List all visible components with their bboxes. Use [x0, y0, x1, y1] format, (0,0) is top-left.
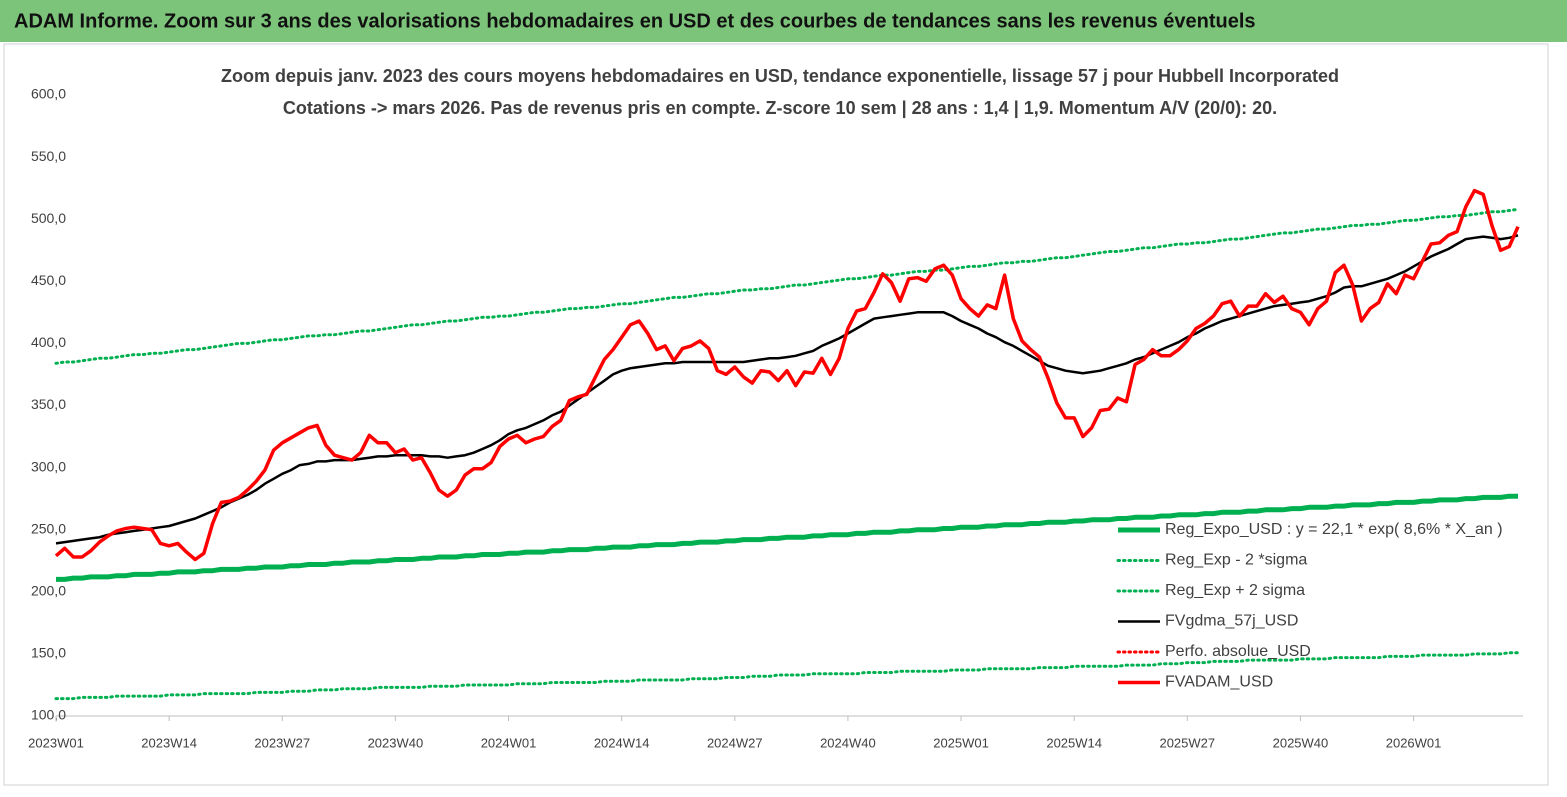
- legend-label: Reg_Exp + 2 sigma: [1165, 582, 1305, 599]
- x-tick-label: 2025W01: [933, 735, 989, 750]
- x-tick-label: 2024W27: [707, 735, 763, 750]
- series-line: [55, 234, 1519, 545]
- x-tick-label: 2023W01: [28, 735, 84, 750]
- y-tick-label: 250,0: [31, 520, 66, 536]
- y-tick-label: 600,0: [31, 86, 66, 102]
- series-line: [54, 207, 1520, 365]
- header-bar: [0, 0, 1567, 42]
- legend-label: FVADAM_USD: [1165, 674, 1273, 691]
- chart-title: ADAM Informe. Zoom sur 3 ans des valoris…: [14, 10, 1256, 32]
- y-tick-label: 350,0: [31, 396, 66, 412]
- x-tick-label: 2025W14: [1046, 735, 1102, 750]
- y-tick-label: 100,0: [31, 707, 66, 723]
- chart-subtitle: Cotations -> mars 2026. Pas de revenus p…: [283, 98, 1277, 118]
- y-tick-label: 200,0: [31, 583, 66, 599]
- x-tick-label: 2024W14: [594, 735, 650, 750]
- y-tick-label: 300,0: [31, 458, 66, 474]
- y-tick-label: 500,0: [31, 210, 66, 226]
- legend-label: FVgdma_57j_USD: [1165, 613, 1298, 630]
- legend-label: Reg_Expo_USD : y = 22,1 * exp( 8,6% * X_…: [1165, 521, 1503, 538]
- legend-label: Perfo. absolue_USD: [1165, 643, 1311, 660]
- series-line: [54, 651, 1520, 701]
- x-tick-label: 2024W40: [820, 735, 876, 750]
- x-tick-label: 2024W01: [481, 735, 537, 750]
- legend-label: Reg_Exp - 2 *sigma: [1165, 552, 1307, 569]
- x-tick-label: 2025W40: [1273, 735, 1329, 750]
- x-tick-label: 2023W14: [141, 735, 197, 750]
- x-tick-label: 2023W27: [254, 735, 310, 750]
- x-tick-label: 2025W27: [1159, 735, 1215, 750]
- chart-subtitle: Zoom depuis janv. 2023 des cours moyens …: [221, 66, 1339, 86]
- x-tick-label: 2026W01: [1386, 735, 1442, 750]
- y-tick-label: 550,0: [31, 148, 66, 164]
- y-tick-label: 400,0: [31, 334, 66, 350]
- series-line: [54, 188, 1520, 562]
- y-tick-label: 450,0: [31, 272, 66, 288]
- series-line: [56, 493, 1518, 582]
- x-tick-label: 2023W40: [368, 735, 424, 750]
- y-tick-label: 150,0: [31, 645, 66, 661]
